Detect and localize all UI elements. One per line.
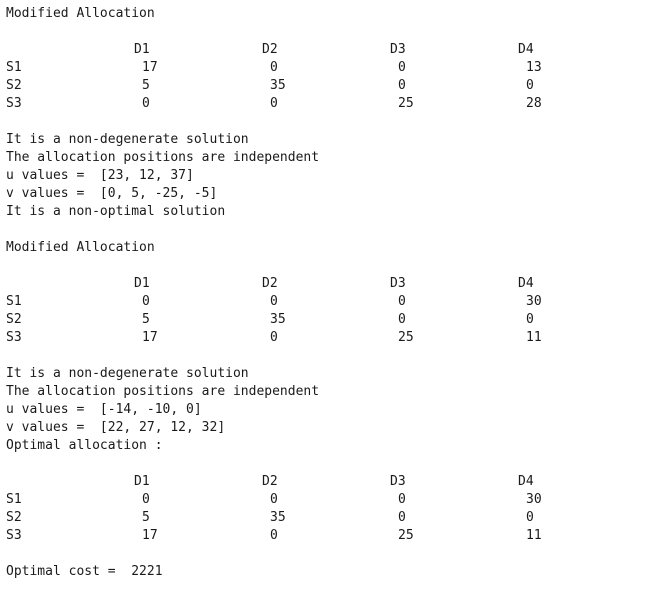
table-cell: 25 [398,528,414,543]
table-cell: 30 [526,294,542,309]
table-cell: 35 [270,510,286,525]
status-line: It is a non-degenerate solution [6,132,249,147]
column-header: D2 [262,276,278,291]
row-label: S2 [6,312,22,327]
row-label: S1 [6,60,22,75]
row-label: S2 [6,78,22,93]
row-label: S1 [6,294,22,309]
column-header: D3 [390,474,406,489]
table-cell: 17 [142,330,158,345]
table-cell: 0 [270,294,278,309]
table-cell: 0 [398,312,406,327]
table-cell: 0 [526,312,534,327]
status-line: u values = [-14, -10, 0] [6,402,202,417]
status-line: v values = [22, 27, 12, 32] [6,420,226,435]
status-line: v values = [0, 5, -25, -5] [6,186,218,201]
row-label: S3 [6,96,22,111]
table-cell: 30 [526,492,542,507]
table-cell: 13 [526,60,542,75]
column-header: D3 [390,276,406,291]
table-cell: 0 [270,330,278,345]
table-cell: 11 [526,528,542,543]
table-cell: 0 [142,294,150,309]
table-cell: 17 [142,528,158,543]
table-cell: 0 [398,492,406,507]
column-header: D1 [134,276,150,291]
column-header: D2 [262,42,278,57]
table-cell: 0 [398,60,406,75]
table-cell: 0 [270,528,278,543]
table-cell: 35 [270,312,286,327]
table-cell: 35 [270,78,286,93]
status-line: It is a non-optimal solution [6,204,226,219]
column-header: D1 [134,474,150,489]
row-label: S2 [6,510,22,525]
column-header: D3 [390,42,406,57]
table-cell: 0 [526,510,534,525]
section-header: Modified Allocation [6,6,155,21]
table-cell: 17 [142,60,158,75]
table-cell: 5 [142,510,150,525]
row-label: S3 [6,330,22,345]
table-cell: 0 [270,492,278,507]
status-line: u values = [23, 12, 37] [6,168,194,183]
status-line: Optimal cost = 2221 [6,564,163,579]
table-cell: 25 [398,96,414,111]
table-cell: 0 [270,96,278,111]
row-label: S3 [6,528,22,543]
column-header: D4 [518,276,534,291]
section-header: Modified Allocation [6,240,155,255]
column-header: D1 [134,42,150,57]
column-header: D4 [518,42,534,57]
table-cell: 11 [526,330,542,345]
table-cell: 0 [398,510,406,525]
table-cell: 5 [142,312,150,327]
table-cell: 28 [526,96,542,111]
table-cell: 0 [142,96,150,111]
status-line: It is a non-degenerate solution [6,366,249,381]
table-cell: 0 [142,492,150,507]
table-cell: 25 [398,330,414,345]
column-header: D4 [518,474,534,489]
status-line: Optimal allocation : [6,438,163,453]
status-line: The allocation positions are independent [6,150,320,165]
row-label: S1 [6,492,22,507]
table-cell: 5 [142,78,150,93]
table-cell: 0 [398,294,406,309]
status-line: The allocation positions are independent [6,384,320,399]
table-cell: 0 [270,60,278,75]
column-header: D2 [262,474,278,489]
table-cell: 0 [526,78,534,93]
table-cell: 0 [398,78,406,93]
